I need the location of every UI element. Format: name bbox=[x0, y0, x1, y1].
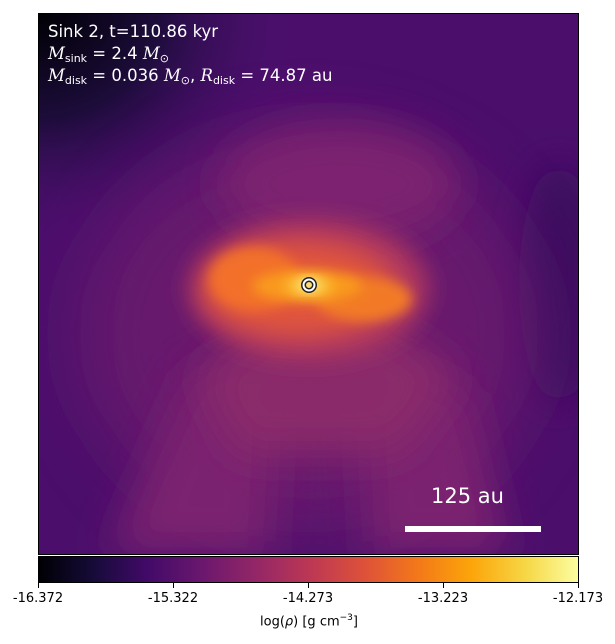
sink-title: Sink 2, t=110.86 kyr bbox=[48, 22, 219, 41]
density-map bbox=[39, 14, 578, 554]
colorbar-tick-mark bbox=[308, 583, 309, 588]
colorbar-tick-mark bbox=[443, 583, 444, 588]
sink-mass-label: Msink = 2.4 M⊙ bbox=[48, 44, 169, 65]
colorbar-tick-mark bbox=[173, 583, 174, 588]
colorbar-tick-mark bbox=[38, 583, 39, 588]
colorbar-tick-label: -12.173 bbox=[552, 591, 604, 606]
colorbar-tick-label: -13.223 bbox=[417, 591, 469, 606]
sink-marker bbox=[301, 277, 317, 293]
disk-mass-radius-label: Mdisk = 0.036 M⊙, Rdisk = 74.87 au bbox=[48, 66, 333, 87]
colorbar-tick-mark bbox=[578, 583, 579, 588]
colorbar-tick-label: -15.322 bbox=[147, 591, 199, 606]
scale-bar-label: 125 au bbox=[431, 484, 504, 508]
colorbar bbox=[38, 556, 579, 583]
colorbar-tick-label: -14.273 bbox=[282, 591, 334, 606]
colorbar-label: log(ρ) [g cm−3] bbox=[260, 613, 358, 630]
colorbar-tick-label: -16.372 bbox=[12, 591, 64, 606]
scale-bar bbox=[405, 526, 541, 532]
density-projection-panel: Sink 2, t=110.86 kyr Msink = 2.4 M⊙ Mdis… bbox=[38, 13, 579, 555]
